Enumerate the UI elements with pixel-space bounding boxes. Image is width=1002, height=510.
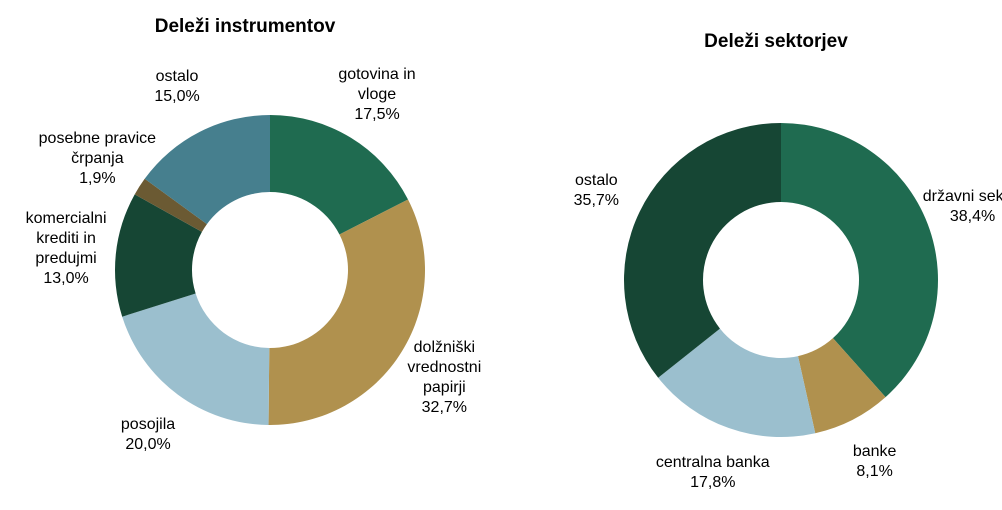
donut-slice [122, 293, 270, 425]
slice-label: centralna banka 17,8% [653, 453, 773, 493]
slice-value: 17,8% [690, 474, 736, 492]
donut-slice [268, 199, 425, 425]
slice-name: komercialni krediti in predujmi [25, 210, 107, 268]
slice-name: banke [852, 443, 897, 461]
slice-label: dolžniški vrednostni papirji 32,7% [384, 338, 504, 418]
slice-name: centralna banka [655, 454, 770, 472]
slice-label: državni sektor 38,4% [913, 187, 1002, 227]
slice-value: 32,7% [421, 398, 468, 416]
donut-slice [144, 115, 270, 225]
slice-name: državni sektor [922, 187, 1002, 205]
slice-name: ostalo [155, 68, 199, 86]
donut-slice [134, 178, 207, 232]
donut-slice [624, 123, 781, 378]
slice-label: posebne pravice črpanja 1,9% [37, 129, 157, 189]
chart-title: Deleži sektorjev [704, 31, 848, 52]
slice-value: 1,9% [79, 170, 116, 188]
chart-title: Deleži instrumentov [154, 16, 336, 37]
donut-slice [270, 115, 409, 235]
slice-name: posebne pravice črpanja [38, 130, 157, 168]
donut-slice [798, 338, 886, 434]
slice-label: gotovina in vloge 17,5% [317, 65, 437, 125]
slice-value: 8,1% [856, 463, 893, 481]
slice-name: gotovina in vloge [338, 66, 416, 104]
slice-label: ostalo 35,7% [536, 171, 656, 211]
donut-slice [781, 123, 939, 398]
slice-value: 35,7% [573, 191, 620, 209]
slice-label: posojila 20,0% [88, 415, 208, 455]
slice-name: dolžniški vrednostni papirji [407, 338, 482, 396]
donut-slice [115, 194, 202, 317]
slice-value: 15,0% [154, 88, 200, 106]
slice-label: banke 8,1% [815, 442, 935, 482]
slice-value: 38,4% [949, 207, 996, 225]
slice-value: 13,0% [43, 270, 89, 288]
slice-label: ostalo 15,0% [117, 67, 237, 107]
slice-value: 17,5% [354, 106, 400, 124]
slice-name: posojila [120, 415, 176, 433]
slice-label: komercialni krediti in predujmi 13,0% [6, 209, 126, 289]
donut-slice [658, 328, 816, 437]
slice-value: 20,0% [125, 435, 171, 453]
slice-name: ostalo [574, 171, 618, 189]
